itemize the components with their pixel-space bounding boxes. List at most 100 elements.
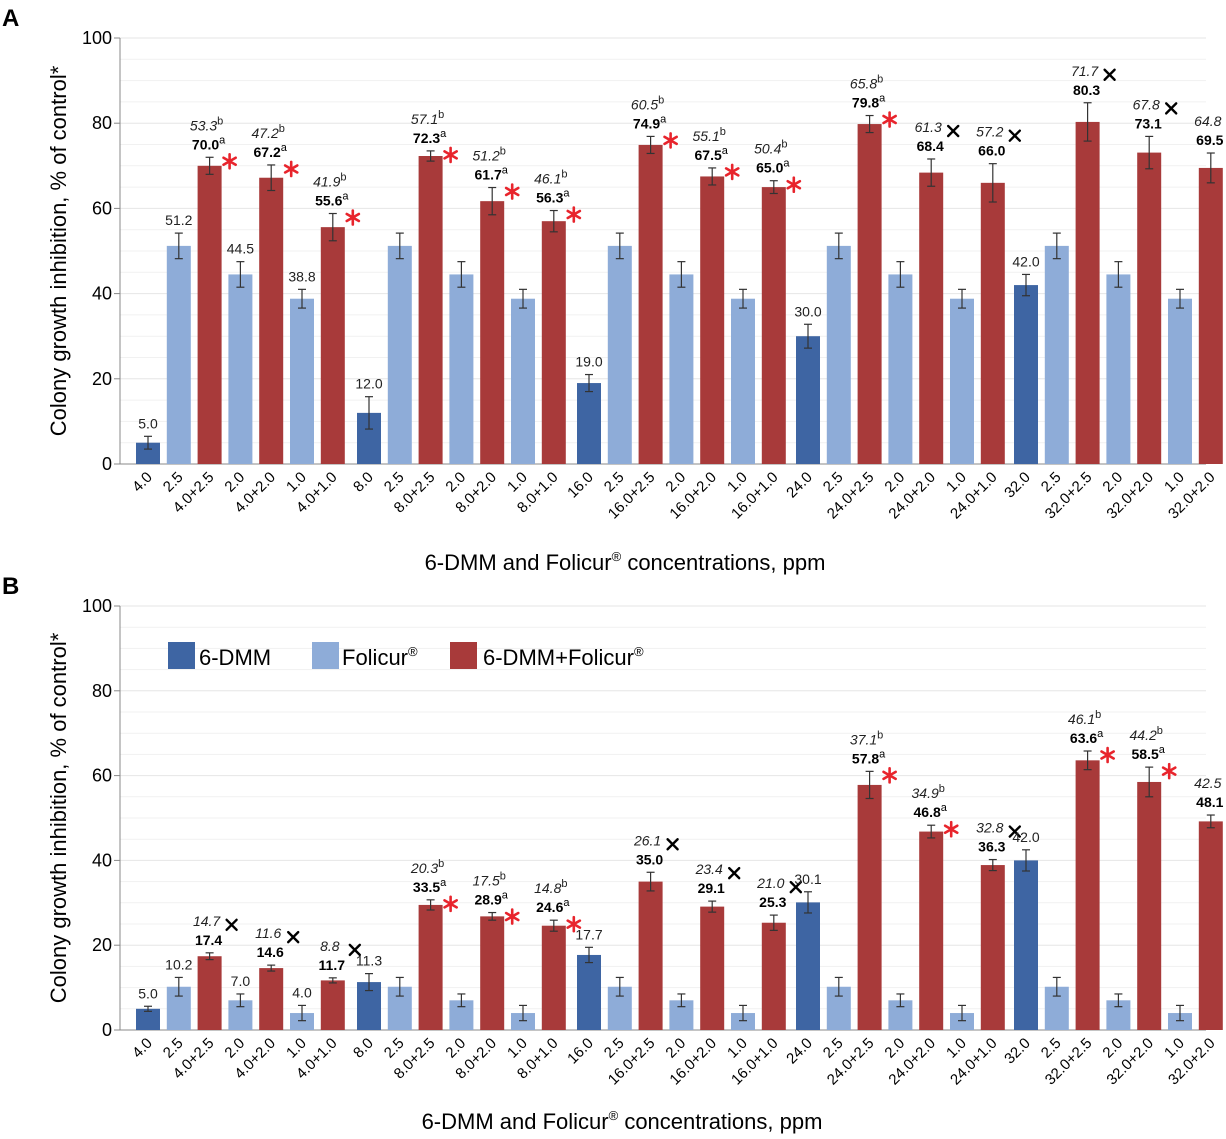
- panel-a-value-label: 19.0: [575, 354, 602, 370]
- legend: 6-DMM Folicur® 6-DMM+Folicur®: [168, 642, 644, 670]
- panel-a-observed-value: 69.5: [1196, 132, 1223, 148]
- panel-a-bar: [826, 245, 851, 464]
- panel-b-expected-value: 26.1: [633, 832, 661, 848]
- legend-label-folicur: Folicur®: [342, 644, 418, 670]
- panel-a-synergy-star-icon: [283, 160, 299, 178]
- panel-b-bar: [418, 904, 443, 1030]
- panel-b-additive-cross-stroke: [789, 880, 802, 894]
- panel-b-observed-label: 63.6a: [1070, 728, 1104, 746]
- panel-b-bar: [857, 784, 882, 1030]
- panel-b-bar: [796, 902, 820, 1030]
- panel-a-bar: [166, 245, 191, 464]
- panel-b-expected-label: 32.8: [976, 820, 1003, 836]
- panel-a-expected-label: 53.3b: [190, 115, 223, 133]
- panel-a-ytick-label: 20: [92, 369, 112, 389]
- panel-a-expected-label: 64.8: [1194, 113, 1221, 129]
- panel-a-observed-sup: a: [563, 188, 570, 200]
- panel-b-value-label: 17.7: [575, 926, 602, 942]
- panel-a-expected-sup: b: [658, 94, 664, 106]
- panel-b-y-axis-title: Colony growth inhibition, % of control*: [46, 632, 71, 1003]
- panel-a-bar: [449, 274, 474, 464]
- panel-a-synergy-star-icon: [345, 209, 361, 226]
- panel-a-bar: [511, 298, 535, 464]
- panel-b-observed-sup: a: [563, 897, 570, 909]
- panel-b-synergy-star-icon: [882, 767, 897, 784]
- panel-b-additive-cross-icon: [348, 943, 361, 957]
- panel-b-xtick-label: 16.0: [564, 1035, 597, 1068]
- panel-b-bar: [1075, 760, 1100, 1030]
- panel-a-expected-label: 57.2: [976, 124, 1003, 140]
- panel-a-bar: [480, 201, 505, 464]
- panel-a-ytick-label: 80: [92, 113, 112, 133]
- panel-a-bar: [1198, 167, 1223, 464]
- panel-b-expected-label: 34.9b: [912, 783, 945, 801]
- panel-b-observed-value: 28.9: [475, 892, 502, 908]
- panel-a-synergy-star-stroke: [663, 135, 678, 146]
- panel-b-observed-value: 14.6: [257, 944, 284, 960]
- panel-a-bar: [980, 182, 1005, 464]
- panel-a-expected-sup: b: [217, 115, 223, 127]
- panel-a-observed-value: 67.5: [695, 147, 722, 163]
- panel-b-ytick-label: 60: [92, 766, 112, 786]
- panel-a-synergy-star-stroke: [504, 186, 520, 197]
- panel-b-expected-label: 17.5b: [473, 871, 506, 889]
- panel-a-observed-label: 74.9a: [633, 113, 667, 131]
- panel-b-bar: [197, 956, 222, 1030]
- panel-a-letter: A: [2, 5, 19, 32]
- panel-b-bar: [919, 831, 944, 1030]
- panel-a-bar: [320, 227, 345, 464]
- panel-a-expected-value: 57.2: [976, 124, 1003, 140]
- panel-b-synergy-star-stroke: [504, 911, 520, 922]
- panel-b-expected-value: 46.1: [1068, 711, 1095, 727]
- panel-b-additive-cross-stroke: [1008, 825, 1021, 838]
- panel-b-observed-label: 29.1: [698, 880, 725, 896]
- legend-label-dmm: 6-DMM: [199, 645, 271, 670]
- panel-b-value-label: 30.1: [794, 871, 821, 887]
- panel-a-ytick-label: 40: [92, 284, 112, 304]
- panel-b-bar: [731, 1013, 755, 1030]
- panel-a-x-axis-title-suffix: concentrations, ppm: [621, 550, 825, 575]
- panel-a-expected-value: 47.2: [252, 125, 279, 141]
- panel-b-bar: [320, 980, 345, 1030]
- panel-a-synergy-star-icon: [566, 206, 582, 223]
- panel-b-observed-label: 58.5a: [1132, 744, 1166, 762]
- panel-b-bar: [980, 865, 1005, 1030]
- panel-a-additive-cross-stroke: [1008, 129, 1021, 142]
- panel-a-x-axis-title-prefix: 6-DMM and Folicur: [425, 550, 612, 575]
- panel-b-bar: [950, 1013, 974, 1030]
- panel-a-expected-label: 41.9b: [313, 172, 346, 190]
- panel-b-xtick-label: 4.0: [129, 1035, 156, 1062]
- panel-a-synergy-star-stroke: [345, 212, 361, 223]
- panel-a-bar: [700, 176, 725, 464]
- panel-b-bar: [290, 1013, 314, 1030]
- panel-b-observed-label: 48.1: [1196, 794, 1223, 810]
- panel-a-value-label: 5.0: [138, 415, 158, 431]
- panel-a-observed-value: 79.8: [852, 95, 879, 111]
- panel-a-observed-label: 55.6a: [315, 191, 349, 209]
- panel-a-expected-sup: b: [340, 172, 346, 184]
- panel-a-bar: [1075, 121, 1100, 464]
- panel-b-observed-label: 24.6a: [536, 897, 570, 915]
- panel-a-observed-value: 73.1: [1135, 115, 1162, 131]
- panel-a-bar: [950, 298, 974, 464]
- panel-a-additive-cross-stroke: [947, 124, 960, 138]
- panel-a-expected-sup: b: [438, 109, 444, 121]
- legend-label-folicur-text: Folicur: [342, 645, 408, 670]
- panel-b-x-axis-title: 6-DMM and Folicur® concentrations, ppm: [422, 1108, 823, 1134]
- panel-b-expected-sup: b: [877, 729, 883, 741]
- panel-a-synergy-star-icon: [504, 183, 520, 200]
- panel-a-bar: [136, 442, 160, 464]
- panel-a-bar: [418, 156, 443, 464]
- panel-a-observed-sup: a: [502, 165, 509, 177]
- panel-a-synergy-star-stroke: [283, 164, 299, 174]
- panel-b-expected-label: 23.4: [695, 861, 723, 877]
- legend-swatch-dmm: [168, 642, 195, 669]
- panel-b-observed-label: 57.8a: [852, 748, 886, 766]
- panel-b-observed-label: 14.6: [257, 944, 284, 960]
- panel-a-observed-value: 56.3: [536, 190, 563, 206]
- panel-a-synergy-star-icon: [443, 146, 458, 164]
- panel-b-observed-value: 29.1: [698, 880, 725, 896]
- panel-a-synergy-star-stroke: [222, 156, 237, 167]
- panel-b-value-label: 4.0: [292, 984, 312, 1000]
